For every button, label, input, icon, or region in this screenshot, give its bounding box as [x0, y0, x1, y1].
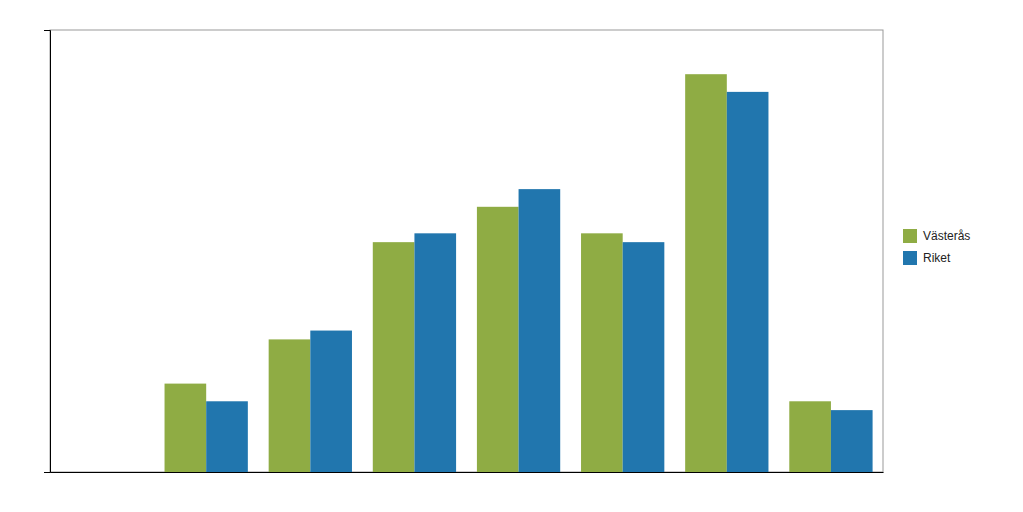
bar [581, 233, 623, 472]
legend-item: Västerås [903, 229, 970, 243]
axis-line [44, 31, 51, 473]
bar [789, 401, 831, 472]
legend: Västerås Riket [903, 229, 970, 265]
bar [60, 472, 102, 473]
plot-frame [50, 30, 883, 472]
bar [623, 242, 665, 472]
bar [102, 472, 144, 473]
x-axis [51, 472, 884, 473]
bar [206, 401, 248, 472]
bar [373, 242, 415, 472]
bar [310, 331, 352, 472]
bar [165, 384, 207, 472]
bar [269, 339, 311, 472]
legend-swatch [903, 229, 917, 243]
plot [44, 30, 884, 473]
bar [831, 410, 873, 472]
legend-label: Riket [923, 251, 951, 265]
legend-swatch [903, 251, 917, 265]
bar [519, 189, 561, 472]
legend-label: Västerås [923, 229, 970, 243]
axis-line [51, 472, 884, 473]
series [165, 74, 831, 472]
bar [727, 92, 769, 472]
legend-item: Riket [903, 251, 951, 265]
bar [685, 74, 727, 472]
bars [165, 74, 873, 472]
bar [477, 207, 519, 472]
bar [414, 233, 456, 472]
chart: Västerås Riket [0, 0, 1023, 512]
y-axis [44, 31, 51, 473]
series [206, 92, 872, 472]
